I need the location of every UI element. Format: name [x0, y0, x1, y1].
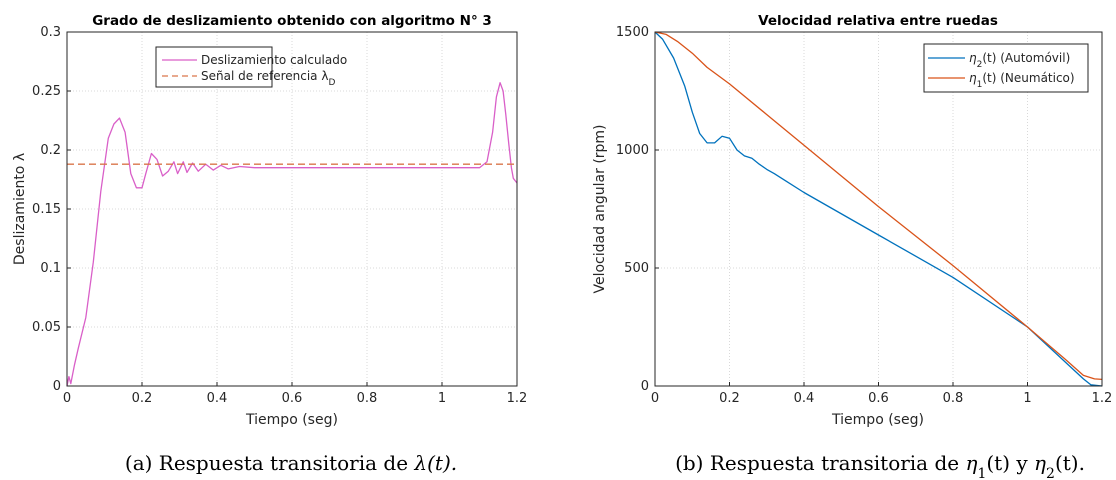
y-axis-label: Velocidad angular (rpm): [592, 124, 608, 293]
wheel-speed-chart: Velocidad relativa entre ruedas 0 0.2 0.4 0…: [592, 13, 1112, 428]
caption-b-sub1: 1: [977, 466, 986, 480]
y-tick-label: 0: [641, 379, 649, 394]
x-tick-label: 1.2: [1092, 391, 1113, 406]
legend: Deslizamiento calculado Señal de referen…: [155, 46, 347, 88]
caption-a: (a) Respuesta transitoria de λ(t).: [125, 451, 457, 475]
legend-box: [155, 46, 273, 88]
x-tick-label: 0.8: [357, 391, 378, 406]
y-axis-label: Deslizamiento λ: [12, 153, 28, 265]
legend: η2(t) (Automóvil) η1(t) (Neumático): [923, 43, 1089, 93]
caption-a-text: (a) Respuesta transitoria de: [125, 451, 415, 475]
y-tick-label: 1000: [616, 143, 649, 158]
x-tick-label: 1: [438, 391, 446, 406]
y-tick-label: 0.3: [40, 25, 61, 40]
x-tick-label: 0: [651, 391, 659, 406]
chart-title: Grado de deslizamiento obtenido con algo…: [92, 13, 492, 29]
y-tick-label: 0.1: [40, 261, 61, 276]
x-axis-label: Tiempo (seg): [245, 412, 338, 428]
x-tick-label: 0.4: [207, 391, 228, 406]
y-tick-label: 0.15: [32, 202, 61, 217]
chart-title: Velocidad relativa entre ruedas: [758, 13, 998, 29]
y-tick-label: 1500: [616, 25, 649, 40]
legend-label-calculated: Deslizamiento calculado: [201, 53, 347, 67]
x-tick-label: 0.6: [282, 391, 303, 406]
caption-b-sub2: 2: [1046, 466, 1055, 480]
caption-b-eta2: η: [1034, 451, 1046, 475]
series-line-1: [654, 31, 1103, 381]
x-tick-label: 1.2: [507, 391, 528, 406]
caption-b-text: (b) Respuesta transitoria de: [675, 451, 965, 475]
slip-chart: Grado de deslizamiento obtenido con algo…: [12, 13, 527, 428]
legend-box: [923, 43, 1089, 93]
x-axis-label: Tiempo (seg): [831, 412, 924, 428]
x-tick-label: 1: [1023, 391, 1031, 406]
caption-b-end: (t).: [1055, 451, 1085, 475]
y-tick-label: 0.25: [32, 84, 61, 99]
y-tick-label: 0.2: [40, 143, 61, 158]
x-tick-label: 0.2: [132, 391, 153, 406]
y-tick-label: 0: [53, 379, 61, 394]
caption-b-eta1: η: [965, 451, 977, 475]
x-tick-label: 0.2: [719, 391, 740, 406]
x-tick-label: 0.4: [794, 391, 815, 406]
y-tick-label: 500: [624, 261, 649, 276]
caption-a-symbol: λ(t).: [413, 451, 457, 475]
caption-b-mid: (t) y: [986, 451, 1034, 475]
y-tick-label: 0.05: [32, 320, 61, 335]
x-tick-label: 0.6: [868, 391, 889, 406]
x-tick-label: 0.8: [943, 391, 964, 406]
caption-b: (b) Respuesta transitoria de η1(t) y η2(…: [675, 451, 1085, 480]
series-line-0: [654, 31, 1103, 387]
x-tick-label: 0: [63, 391, 71, 406]
